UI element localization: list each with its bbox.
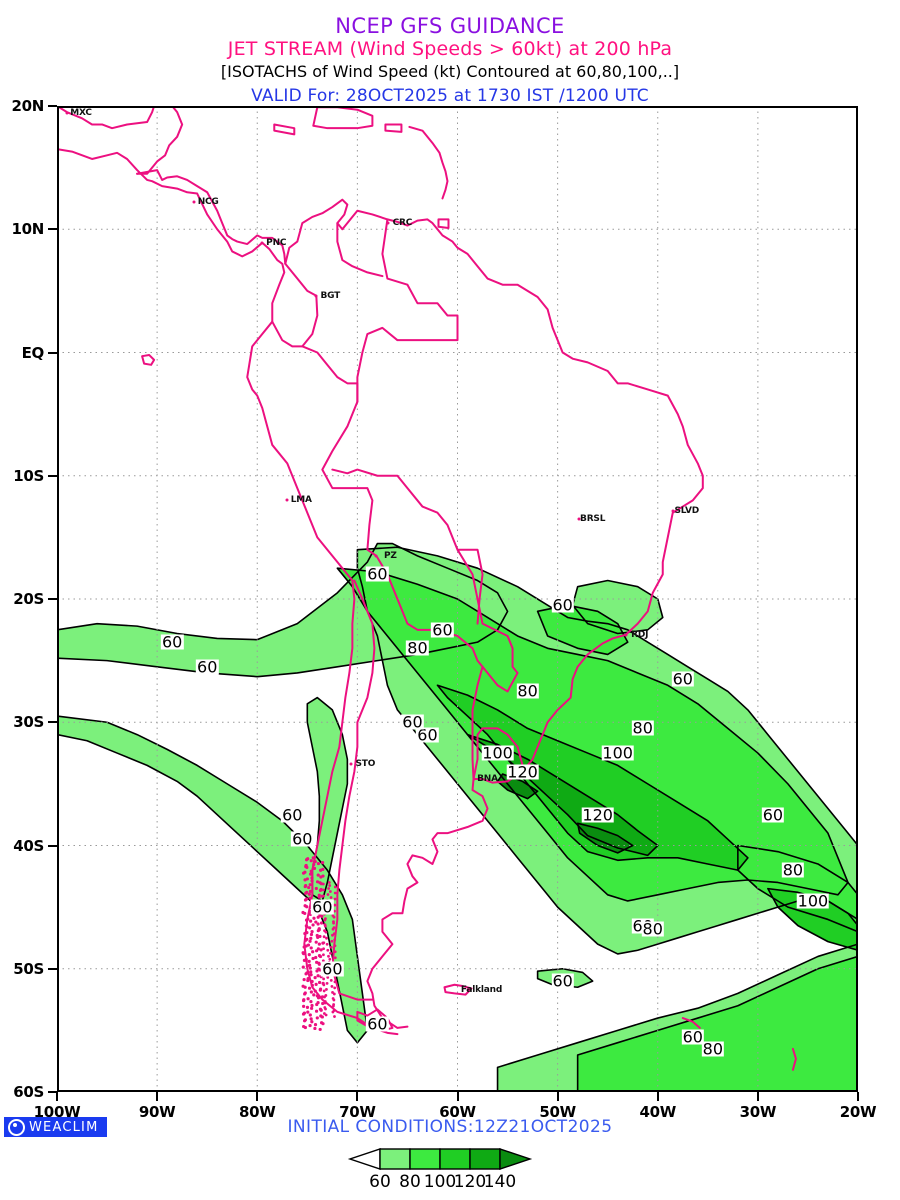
contour-label: 60	[366, 1017, 388, 1032]
y-tick-mark	[48, 721, 57, 723]
city-label-slvd: SLVD	[674, 506, 699, 516]
contour-label: 80	[632, 721, 654, 736]
contour-label: 60	[196, 659, 218, 674]
contour-label: 100	[797, 893, 830, 908]
legend-tick-100: 100	[424, 1172, 456, 1192]
y-tick-mark	[48, 475, 57, 477]
contour-label: 100	[601, 746, 634, 761]
y-axis-label-20S: 20S	[13, 590, 44, 608]
legend-tick-140: 140	[484, 1172, 516, 1192]
x-tick-mark	[56, 1092, 58, 1101]
city-label-rdj: RDJ	[631, 630, 648, 640]
y-tick-mark	[48, 228, 57, 230]
city-label-pz: PZ	[384, 551, 397, 561]
contour-label: 80	[516, 684, 538, 699]
contour-label: 60	[762, 807, 784, 822]
contour-label: 60	[321, 961, 343, 976]
city-marker-mxc	[66, 112, 69, 115]
contour-label: 80	[782, 863, 804, 878]
contour-label: 60	[161, 635, 183, 650]
city-label-sto: STO	[356, 759, 376, 769]
x-tick-mark	[557, 1092, 559, 1101]
chart-title-model: NCEP GFS GUIDANCE	[0, 14, 900, 38]
x-tick-mark	[356, 1092, 358, 1101]
city-label-bgt: BGT	[320, 291, 340, 301]
city-label-brsl: BRSL	[580, 514, 605, 524]
x-tick-mark	[857, 1092, 859, 1101]
contour-label: 120	[506, 764, 539, 779]
chart-title-isotachs: [ISOTACHS of Wind Speed (kt) Contoured a…	[0, 62, 900, 81]
city-label-bna: BNA	[477, 774, 498, 784]
y-tick-mark	[48, 598, 57, 600]
y-tick-mark	[48, 1091, 57, 1093]
x-tick-mark	[256, 1092, 258, 1101]
contour-label: 60	[551, 598, 573, 613]
contour-label: 60	[281, 807, 303, 822]
city-marker-crc	[387, 222, 390, 225]
city-label-lma: LMA	[291, 495, 312, 505]
x-tick-mark	[657, 1092, 659, 1101]
legend-tick-120: 120	[454, 1172, 486, 1192]
y-axis-label-60S: 60S	[13, 1083, 44, 1101]
city-marker-ncg	[193, 201, 196, 204]
chart-title-valid-time: VALID For: 28OCT2025 at 1730 IST /1200 U…	[0, 86, 900, 106]
city-label-ncg: NCG	[198, 197, 219, 207]
map-plot-area: MXC NCG CRC PNC BGT LMA PZ SLVD BRSL RDJ STO BNA Fal…	[57, 106, 858, 1092]
x-tick-mark	[757, 1092, 759, 1101]
city-marker-pz	[375, 554, 378, 557]
map-canvas	[57, 106, 858, 1092]
contour-label: 60	[551, 974, 573, 989]
y-axis-label-10N: 10N	[11, 220, 44, 238]
city-marker-sto	[350, 763, 353, 766]
y-tick-mark	[48, 968, 57, 970]
legend-tick-60: 60	[369, 1172, 391, 1192]
city-marker-rdj	[624, 633, 627, 636]
contour-label: 60	[431, 622, 453, 637]
contour-label: 60	[291, 832, 313, 847]
contour-label: 60	[682, 1029, 704, 1044]
city-marker-lma	[286, 499, 289, 502]
city-marker-bna	[472, 777, 475, 780]
legend-tick-80: 80	[399, 1172, 421, 1192]
contour-label: 120	[581, 807, 614, 822]
city-label-crc: CRC	[393, 218, 413, 228]
y-axis-label-50S: 50S	[13, 960, 44, 978]
initial-conditions-text: INITIAL CONDITIONS:12Z21OCT2025	[0, 1117, 900, 1137]
contour-label: 60	[672, 672, 694, 687]
x-tick-mark	[156, 1092, 158, 1101]
color-legend: 60 80 100 120 140	[0, 1146, 900, 1196]
y-axis-label-40S: 40S	[13, 837, 44, 855]
y-tick-mark	[48, 845, 57, 847]
y-axis-label-10S: 10S	[13, 467, 44, 485]
chart-title-product: JET STREAM (Wind Speeds > 60kt) at 200 h…	[0, 38, 900, 60]
city-marker-pnc	[261, 241, 264, 244]
city-label-mxc: MXC	[70, 108, 92, 118]
city-marker-bgt	[315, 294, 318, 297]
y-tick-mark	[48, 352, 57, 354]
x-tick-mark	[457, 1092, 459, 1101]
city-label-pnc: PNC	[266, 238, 286, 248]
y-axis-label-30S: 30S	[13, 713, 44, 731]
contour-label: 60	[401, 715, 423, 730]
contour-label: 60	[311, 900, 333, 915]
contour-label: 60	[366, 567, 388, 582]
contour-label: 80	[642, 922, 664, 937]
y-axis-label-EQ: EQ	[22, 344, 44, 362]
contour-label: 80	[406, 641, 428, 656]
city-label-falkland: Falkland	[461, 985, 502, 995]
jet-stream-chart-page: NCEP GFS GUIDANCE JET STREAM (Wind Speed…	[0, 0, 900, 1200]
contour-label: 100	[481, 746, 514, 761]
contour-label: 80	[702, 1041, 724, 1056]
